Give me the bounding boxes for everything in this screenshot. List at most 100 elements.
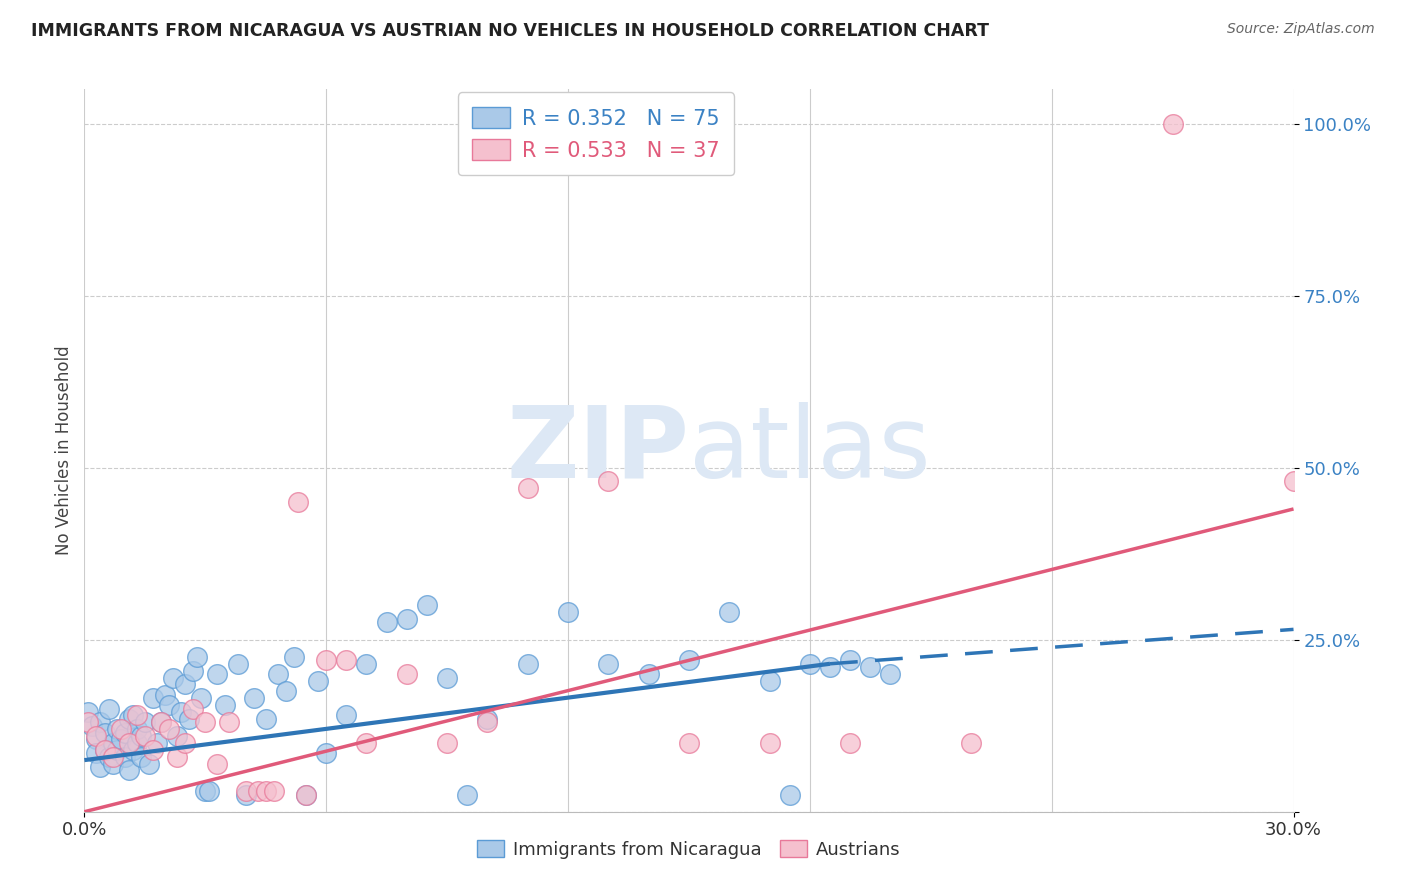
Point	[758, 673, 780, 688]
Point	[356, 736, 378, 750]
Text: IMMIGRANTS FROM NICARAGUA VS AUSTRIAN NO VEHICLES IN HOUSEHOLD CORRELATION CHART: IMMIGRANTS FROM NICARAGUA VS AUSTRIAN NO…	[31, 22, 988, 40]
Point	[93, 725, 115, 739]
Point	[186, 649, 208, 664]
Point	[149, 715, 172, 730]
Point	[118, 764, 141, 778]
Point	[89, 715, 111, 730]
Point	[395, 667, 418, 681]
Point	[170, 705, 193, 719]
Point	[839, 736, 862, 750]
Point	[598, 475, 620, 489]
Point	[166, 749, 188, 764]
Point	[799, 657, 821, 671]
Point	[295, 788, 318, 802]
Point	[110, 732, 132, 747]
Point	[97, 701, 120, 715]
Point	[114, 725, 136, 739]
Point	[416, 599, 439, 613]
Point	[375, 615, 398, 630]
Point	[218, 715, 240, 730]
Point	[125, 736, 148, 750]
Point	[315, 653, 337, 667]
Point	[114, 749, 136, 764]
Legend: Immigrants from Nicaragua, Austrians: Immigrants from Nicaragua, Austrians	[468, 831, 910, 868]
Point	[129, 749, 152, 764]
Point	[181, 701, 204, 715]
Point	[315, 746, 337, 760]
Point	[839, 653, 862, 667]
Point	[678, 736, 700, 750]
Point	[157, 722, 180, 736]
Text: ZIP: ZIP	[506, 402, 689, 499]
Point	[77, 705, 100, 719]
Point	[121, 743, 143, 757]
Point	[118, 712, 141, 726]
Point	[149, 715, 172, 730]
Point	[395, 612, 418, 626]
Point	[129, 729, 152, 743]
Point	[758, 736, 780, 750]
Point	[138, 756, 160, 771]
Point	[859, 660, 882, 674]
Point	[198, 784, 221, 798]
Point	[477, 712, 499, 726]
Point	[121, 708, 143, 723]
Point	[105, 722, 128, 736]
Point	[960, 736, 983, 750]
Point	[356, 657, 378, 671]
Point	[86, 732, 108, 747]
Point	[194, 784, 217, 798]
Point	[97, 749, 120, 764]
Point	[879, 667, 901, 681]
Text: atlas: atlas	[689, 402, 931, 499]
Point	[283, 649, 305, 664]
Point	[1282, 475, 1305, 489]
Point	[214, 698, 236, 712]
Point	[110, 722, 132, 736]
Point	[118, 736, 141, 750]
Point	[598, 657, 620, 671]
Point	[162, 671, 184, 685]
Point	[86, 729, 108, 743]
Point	[678, 653, 700, 667]
Point	[818, 660, 841, 674]
Point	[254, 784, 277, 798]
Point	[146, 736, 169, 750]
Point	[287, 495, 309, 509]
Point	[93, 743, 115, 757]
Point	[194, 715, 217, 730]
Point	[89, 760, 111, 774]
Text: Source: ZipAtlas.com: Source: ZipAtlas.com	[1227, 22, 1375, 37]
Point	[77, 715, 100, 730]
Point	[267, 667, 290, 681]
Point	[477, 715, 499, 730]
Point	[166, 729, 188, 743]
Point	[207, 756, 229, 771]
Point	[190, 691, 212, 706]
Point	[157, 698, 180, 712]
Point	[142, 743, 165, 757]
Point	[335, 708, 357, 723]
Point	[142, 691, 165, 706]
Point	[436, 671, 458, 685]
Point	[516, 657, 538, 671]
Point	[254, 712, 277, 726]
Point	[516, 481, 538, 495]
Point	[101, 756, 124, 771]
Point	[125, 722, 148, 736]
Point	[436, 736, 458, 750]
Point	[101, 749, 124, 764]
Point	[779, 788, 801, 802]
Point	[226, 657, 249, 671]
Point	[174, 736, 197, 750]
Point	[105, 743, 128, 757]
Point	[456, 788, 478, 802]
Point	[174, 677, 197, 691]
Point	[207, 667, 229, 681]
Point	[86, 746, 108, 760]
Point	[93, 743, 115, 757]
Point	[263, 784, 285, 798]
Point	[295, 788, 318, 802]
Point	[637, 667, 659, 681]
Y-axis label: No Vehicles in Household: No Vehicles in Household	[55, 345, 73, 556]
